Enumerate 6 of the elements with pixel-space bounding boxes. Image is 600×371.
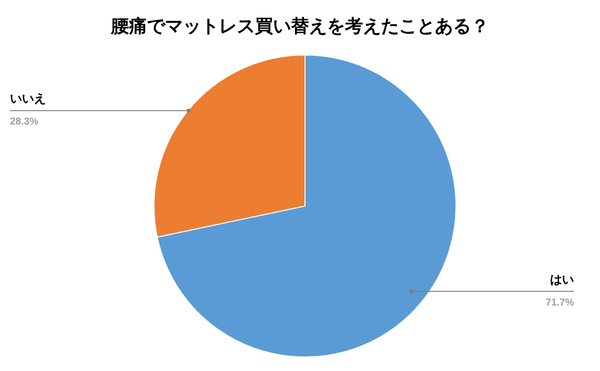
data-label: 28.3% (10, 116, 38, 128)
slice-label: はい (550, 272, 574, 286)
chart-title: 腰痛でマットレス買い替えを考えたことある？ (110, 15, 490, 38)
pie-slice (156, 54, 456, 358)
data-label: 71.7% (546, 297, 574, 308)
slice-label: いいえ (10, 92, 46, 106)
